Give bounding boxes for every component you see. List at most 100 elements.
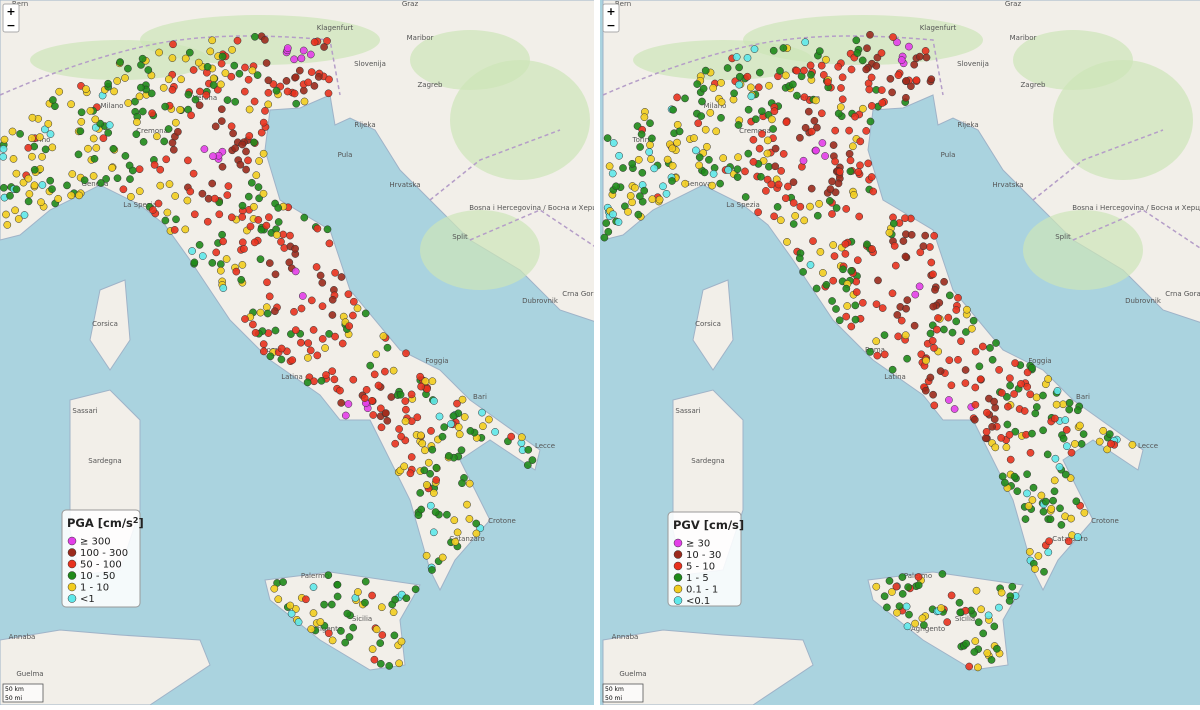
station-marker[interactable]: [382, 409, 390, 417]
station-marker[interactable]: [776, 67, 784, 75]
station-marker[interactable]: [947, 591, 956, 600]
station-marker[interactable]: [699, 84, 708, 93]
station-marker[interactable]: [1021, 515, 1030, 523]
station-marker[interactable]: [1067, 514, 1075, 523]
station-marker[interactable]: [789, 220, 798, 228]
station-marker[interactable]: [156, 181, 165, 190]
station-marker[interactable]: [668, 144, 677, 153]
station-marker[interactable]: [222, 255, 231, 263]
station-marker[interactable]: [431, 508, 440, 516]
zoom-in[interactable]: +: [606, 5, 615, 18]
station-marker[interactable]: [668, 161, 677, 170]
station-marker[interactable]: [834, 179, 843, 188]
station-marker[interactable]: [447, 420, 455, 428]
station-marker[interactable]: [421, 377, 430, 386]
station-marker[interactable]: [190, 210, 199, 219]
station-marker[interactable]: [231, 97, 240, 106]
station-marker[interactable]: [163, 208, 172, 217]
station-marker[interactable]: [325, 239, 334, 248]
station-marker[interactable]: [244, 75, 253, 84]
station-marker[interactable]: [165, 180, 174, 188]
station-marker[interactable]: [868, 245, 876, 253]
station-marker[interactable]: [253, 71, 262, 79]
station-marker[interactable]: [971, 347, 980, 356]
station-marker[interactable]: [952, 306, 961, 314]
station-marker[interactable]: [337, 399, 346, 407]
station-marker[interactable]: [754, 83, 763, 92]
station-marker[interactable]: [184, 156, 192, 165]
station-marker[interactable]: [839, 265, 847, 274]
station-marker[interactable]: [248, 66, 257, 75]
station-marker[interactable]: [1006, 374, 1014, 383]
station-marker[interactable]: [417, 505, 426, 514]
station-marker[interactable]: [144, 66, 153, 74]
station-marker[interactable]: [291, 326, 300, 334]
station-marker[interactable]: [291, 73, 300, 82]
map-panel[interactable]: Bern Graz Klagenfurt Maribor Zagreb Slovenija…: [593, 0, 1200, 705]
station-marker[interactable]: [1005, 430, 1014, 439]
station-marker[interactable]: [930, 231, 939, 240]
station-marker[interactable]: [806, 261, 815, 269]
station-marker[interactable]: [353, 304, 362, 313]
station-marker[interactable]: [974, 663, 982, 672]
station-marker[interactable]: [306, 346, 315, 355]
station-marker[interactable]: [849, 142, 857, 151]
station-marker[interactable]: [255, 157, 263, 165]
station-marker[interactable]: [277, 355, 286, 364]
station-marker[interactable]: [337, 273, 346, 281]
station-marker[interactable]: [401, 397, 410, 405]
station-marker[interactable]: [828, 297, 836, 305]
station-marker[interactable]: [903, 296, 912, 304]
station-marker[interactable]: [402, 349, 410, 358]
station-marker[interactable]: [878, 304, 887, 312]
station-marker[interactable]: [259, 340, 268, 348]
station-marker[interactable]: [121, 74, 129, 82]
station-marker[interactable]: [1013, 487, 1022, 496]
station-marker[interactable]: [361, 598, 369, 607]
station-marker[interactable]: [626, 192, 635, 200]
station-marker[interactable]: [304, 339, 313, 347]
station-marker[interactable]: [771, 144, 780, 153]
station-marker[interactable]: [974, 618, 983, 627]
station-marker[interactable]: [124, 64, 132, 73]
station-marker[interactable]: [228, 45, 236, 54]
station-marker[interactable]: [929, 302, 938, 311]
station-marker[interactable]: [646, 119, 654, 128]
station-marker[interactable]: [231, 144, 240, 153]
station-marker[interactable]: [472, 529, 481, 538]
station-marker[interactable]: [648, 195, 657, 204]
station-marker[interactable]: [232, 267, 241, 276]
station-marker[interactable]: [1005, 597, 1014, 605]
station-marker[interactable]: [215, 210, 224, 219]
station-marker[interactable]: [694, 119, 703, 128]
station-marker[interactable]: [383, 416, 392, 425]
station-marker[interactable]: [331, 332, 339, 341]
station-marker[interactable]: [853, 49, 862, 57]
station-marker[interactable]: [317, 376, 326, 385]
station-marker[interactable]: [894, 71, 903, 80]
station-marker[interactable]: [847, 267, 856, 275]
station-marker[interactable]: [0, 135, 9, 144]
station-marker[interactable]: [1010, 472, 1019, 481]
station-marker[interactable]: [318, 335, 327, 343]
station-marker[interactable]: [1010, 390, 1018, 398]
station-marker[interactable]: [328, 367, 337, 376]
station-marker[interactable]: [428, 377, 437, 386]
station-marker[interactable]: [961, 379, 970, 387]
station-marker[interactable]: [262, 221, 271, 230]
station-marker[interactable]: [369, 411, 378, 419]
station-marker[interactable]: [328, 311, 337, 319]
station-marker[interactable]: [757, 172, 765, 181]
station-marker[interactable]: [990, 622, 999, 631]
station-marker[interactable]: [189, 169, 198, 178]
station-marker[interactable]: [418, 439, 427, 448]
station-marker[interactable]: [161, 216, 170, 225]
station-marker[interactable]: [988, 355, 997, 364]
station-marker[interactable]: [491, 428, 499, 436]
station-marker[interactable]: [735, 63, 743, 72]
station-marker[interactable]: [295, 66, 304, 75]
station-marker[interactable]: [159, 83, 168, 92]
station-marker[interactable]: [135, 165, 144, 174]
station-marker[interactable]: [1105, 430, 1114, 438]
station-marker[interactable]: [426, 469, 434, 478]
